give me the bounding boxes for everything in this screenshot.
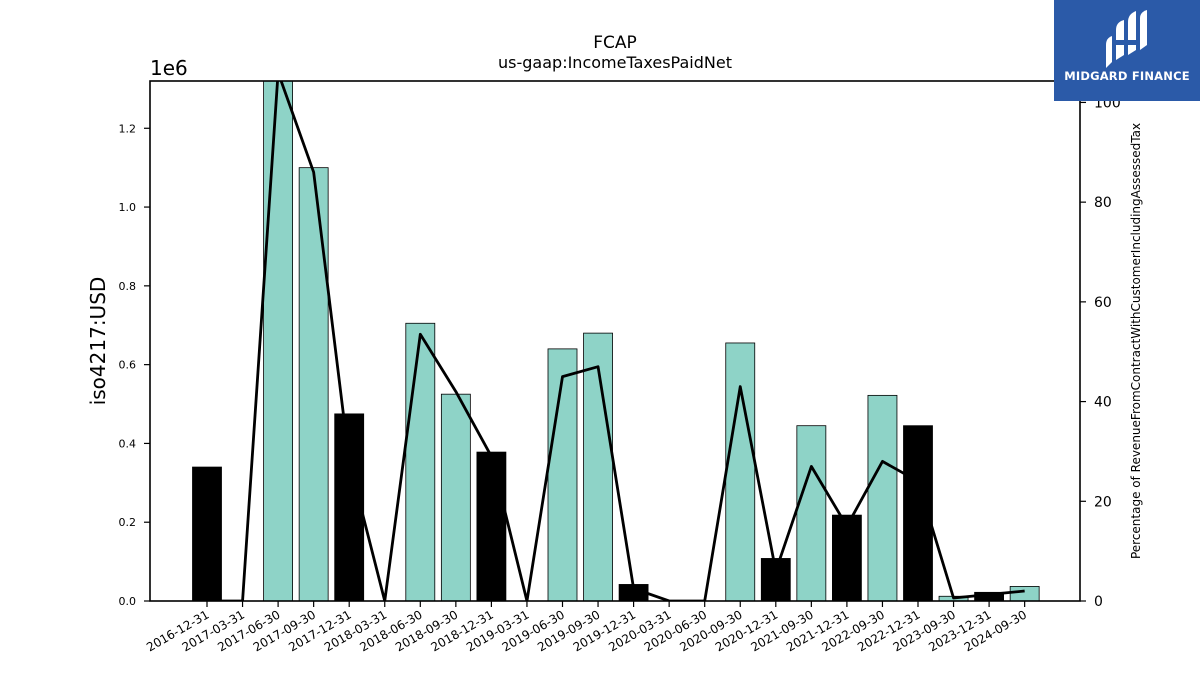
plot-frame [149, 80, 1081, 602]
bar-2019-09-30 [583, 332, 613, 602]
bar-2018-09-30 [440, 393, 471, 602]
logo-text: MIDGARD FINANCE [1064, 69, 1190, 83]
y2-tick-label: 80 [1094, 195, 1112, 211]
logo-mark-icon [1106, 10, 1147, 68]
bar-2018-06-30 [405, 322, 436, 602]
y-tick-label: 0.2 [119, 516, 137, 529]
y2-tick-label: 20 [1094, 494, 1112, 510]
y2-tick-label: 0 [1094, 594, 1103, 610]
bar-2017-12-31 [334, 413, 365, 602]
bar-2019-06-30 [547, 348, 578, 602]
y-tick-label: 1.0 [119, 201, 137, 214]
y2-tick-label: 40 [1094, 395, 1112, 411]
midgard-finance-logo: MIDGARD FINANCE [1054, 0, 1200, 101]
line-layer [207, 81, 1025, 601]
bars-group [192, 80, 1040, 602]
bar-2024-09-30 [1009, 586, 1040, 602]
y-tick-label: 1.2 [119, 122, 137, 135]
y2-tick-label: 60 [1094, 295, 1112, 311]
bar-2020-09-30 [725, 342, 756, 602]
y-tick-label: 0.8 [119, 280, 137, 293]
chart-title: FCAP [593, 33, 637, 53]
bar-2017-09-30 [298, 167, 329, 602]
bar-2022-09-30 [867, 394, 898, 602]
y2-axis-label: Percentage of RevenueFromContractWithCus… [1129, 123, 1143, 559]
chart-subtitle: us-gaap:IncomeTaxesPaidNet [498, 53, 732, 72]
y-axis-label: iso4217:USD [86, 277, 110, 406]
y-tick-label: 0.4 [119, 437, 137, 450]
bar-2017-06-30 [263, 80, 294, 602]
y-offset-label: 1e6 [150, 56, 188, 80]
y-tick-label: 0.6 [119, 359, 137, 372]
bar-2018-12-31 [476, 451, 507, 602]
bar-2016-12-31 [192, 466, 222, 602]
bar-2021-09-30 [796, 425, 827, 602]
y-tick-label: 0.0 [119, 595, 137, 608]
percentage-line [207, 81, 1025, 601]
bar-2021-12-31 [832, 514, 862, 602]
